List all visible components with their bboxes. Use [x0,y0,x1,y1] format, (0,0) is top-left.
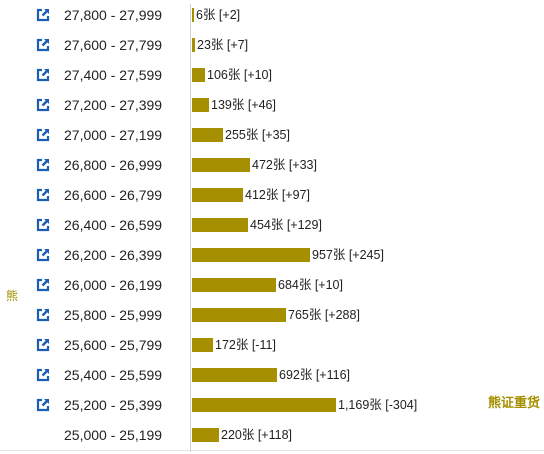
price-range-label: 25,400 - 25,599 [64,367,163,383]
volume-value-label: 172张 [-11] [215,338,276,352]
external-link-icon[interactable] [36,398,50,412]
price-range-label: 27,000 - 27,199 [64,127,163,143]
table-row: 27,200 - 27,399 139张 [+46] [0,90,544,120]
volume-value-label: 1,169张 [-304] [338,398,418,412]
volume-value-label: 684张 [+10] [278,278,343,292]
external-link-icon[interactable] [36,278,50,292]
volume-value-label: 765张 [+288] [288,308,360,322]
external-link-icon[interactable] [36,8,50,22]
volume-bar [192,158,250,172]
volume-value-label: 472张 [+33] [252,158,317,172]
volume-bar [192,248,310,262]
price-range-label: 25,800 - 25,999 [64,307,163,323]
price-range-label: 26,600 - 26,799 [64,187,163,203]
external-link-icon[interactable] [36,98,50,112]
table-row: 25,600 - 25,799 172张 [-11] [0,330,544,360]
table-row: 27,800 - 27,999 6张 [+2] [0,0,544,30]
table-row: 26,800 - 26,999 472张 [+33] [0,150,544,180]
external-link-icon[interactable] [36,218,50,232]
external-link-icon[interactable] [36,338,50,352]
volume-bar [192,308,286,322]
external-link-icon[interactable] [36,38,50,52]
table-row: 26,000 - 26,199 684张 [+10] [0,270,544,300]
volume-value-label: 454张 [+129] [250,218,322,232]
volume-bar [192,68,205,82]
external-link-icon[interactable] [36,128,50,142]
volume-value-label: 106张 [+10] [207,68,272,82]
volume-bar [192,398,336,412]
volume-value-label: 23张 [+7] [197,38,249,52]
external-link-icon[interactable] [36,188,50,202]
price-range-label: 25,000 - 25,199 [64,427,163,443]
price-range-label: 26,400 - 26,599 [64,217,163,233]
external-link-icon[interactable] [36,308,50,322]
table-row: 25,800 - 25,999 765张 [+288] [0,300,544,330]
volume-bar [192,188,243,202]
table-row: 26,200 - 26,399 957张 [+245] [0,240,544,270]
table-row: 25,000 - 25,199 220张 [+118] [0,420,544,450]
volume-bar [192,38,195,52]
table-row: 27,600 - 27,799 23张 [+7] [0,30,544,60]
table-row: 25,200 - 25,399 1,169张 [-304] [0,390,544,420]
price-range-label: 25,200 - 25,399 [64,397,163,413]
external-link-icon[interactable] [36,248,50,262]
price-range-label: 25,600 - 25,799 [64,337,163,353]
price-range-label: 27,800 - 27,999 [64,7,163,23]
price-range-label: 26,800 - 26,999 [64,157,163,173]
table-row: 26,400 - 26,599 454张 [+129] [0,210,544,240]
volume-value-label: 139张 [+46] [211,98,276,112]
volume-bar [192,278,276,292]
price-range-label: 27,600 - 27,799 [64,37,163,53]
table-row: 26,600 - 26,799 412张 [+97] [0,180,544,210]
volume-bar [192,8,194,22]
volume-bar [192,338,213,352]
volume-bar [192,98,209,112]
volume-value-label: 255张 [+35] [225,128,290,142]
table-row: 27,000 - 27,199 255张 [+35] [0,120,544,150]
volume-value-label: 6张 [+2] [196,8,241,22]
volume-bar [192,128,223,142]
volume-value-label: 692张 [+116] [279,368,351,382]
bottom-divider [0,450,544,451]
price-range-label: 27,400 - 27,599 [64,67,163,83]
volume-bar [192,218,248,232]
external-link-icon[interactable] [36,68,50,82]
price-range-label: 27,200 - 27,399 [64,97,163,113]
volume-bar [192,428,219,442]
axis-line [190,4,191,452]
volume-bar [192,368,277,382]
external-link-icon[interactable] [36,368,50,382]
external-link-icon[interactable] [36,158,50,172]
table-row: 25,400 - 25,599 692张 [+116] [0,360,544,390]
volume-value-label: 412张 [+97] [245,188,310,202]
volume-value-label: 220张 [+118] [221,428,293,442]
right-label: 熊证重货 [487,395,540,410]
side-label: 熊 [6,289,19,303]
volume-value-label: 957张 [+245] [312,248,384,262]
price-range-label: 26,200 - 26,399 [64,247,163,263]
price-range-label: 26,000 - 26,199 [64,277,163,293]
table-row: 27,400 - 27,599 106张 [+10] [0,60,544,90]
